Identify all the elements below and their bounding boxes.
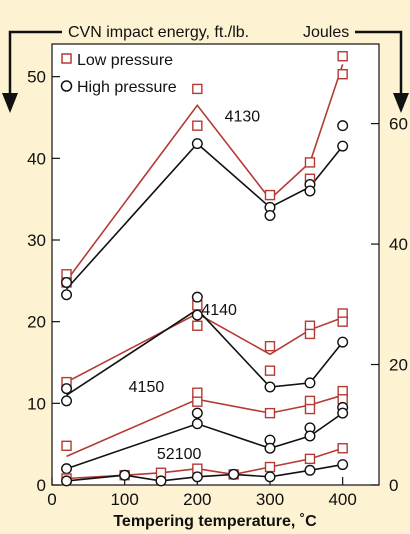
- low-pressure-point: [304, 328, 316, 340]
- low-pressure-point: [192, 396, 203, 407]
- high-pressure-point: [337, 336, 349, 348]
- steel-label-4150: 4150: [129, 379, 165, 396]
- high-pressure-point: [191, 418, 203, 430]
- y-right-tick-labels: 0 20 40 60: [389, 115, 408, 495]
- steel-label-4140: 4140: [201, 302, 237, 319]
- y-left-tick-label: 30: [27, 231, 46, 250]
- left-axis-label: CVN impact energy, ft./lb.: [68, 24, 249, 41]
- series-line-52100-low: [66, 447, 343, 480]
- y-left-tick-label: 0: [37, 476, 46, 495]
- y-left-tick-label: 50: [27, 68, 46, 87]
- high-pressure-point: [61, 475, 73, 487]
- high-pressure-point: [337, 140, 349, 152]
- high-pressure-point: [191, 291, 203, 303]
- y-right-tick-label: 40: [389, 235, 408, 254]
- right-axis-label: Joules: [303, 24, 349, 41]
- left-axis-arrow-line: [8, 30, 62, 95]
- left-axis-title-bg: [64, 20, 290, 42]
- series-line-4140-low: [66, 312, 343, 383]
- steel-group-4150: [61, 385, 349, 475]
- high-pressure-point: [337, 459, 349, 471]
- steel-group-4130: [61, 51, 349, 301]
- y-right-tick-label: 60: [389, 115, 408, 134]
- data-series: [61, 51, 349, 487]
- axis-ticks: [51, 76, 379, 486]
- high-pressure-point: [61, 463, 73, 475]
- x-tick-label: 400: [328, 490, 356, 509]
- high-pressure-point: [191, 138, 203, 150]
- series-line-52100-high: [66, 463, 343, 482]
- x-tick-label: 300: [256, 490, 284, 509]
- high-pressure-point: [191, 309, 203, 321]
- legend-low-label: Low pressure: [77, 52, 173, 69]
- high-pressure-point: [61, 383, 73, 395]
- high-pressure-point: [337, 120, 349, 132]
- x-tick-label: 200: [183, 490, 211, 509]
- legend-high-label: High pressure: [77, 79, 177, 96]
- high-pressure-point: [61, 395, 73, 407]
- steel-group-4140: [61, 291, 349, 407]
- low-pressure-point: [192, 83, 203, 95]
- low-pressure-point: [264, 340, 276, 352]
- high-pressure-point: [119, 469, 131, 481]
- y-left-tick-label: 20: [27, 313, 46, 332]
- y-right-tick-label: 20: [389, 356, 408, 375]
- low-pressure-point: [264, 189, 276, 201]
- high-pressure-point: [191, 471, 203, 483]
- high-pressure-point: [191, 407, 203, 419]
- right-axis-title: Joules: [300, 20, 409, 113]
- y-left-tick-labels: 0 10 20 30 40 50: [27, 68, 46, 495]
- high-pressure-point: [61, 276, 73, 288]
- low-pressure-point: [337, 316, 348, 327]
- right-axis-arrow-head: [393, 93, 409, 113]
- low-pressure-point: [337, 443, 348, 454]
- high-pressure-point: [264, 209, 276, 221]
- high-pressure-point: [337, 407, 349, 419]
- low-pressure-point: [264, 407, 276, 419]
- y-right-tick-label: 0: [389, 476, 398, 495]
- plot-area: [51, 43, 380, 486]
- steel-label-52100: 52100: [157, 446, 202, 463]
- high-pressure-point: [264, 442, 276, 454]
- low-pressure-point: [304, 403, 316, 415]
- y-left-tick-label: 40: [27, 149, 46, 168]
- high-pressure-point: [61, 289, 73, 301]
- x-axis-label: Tempering temperature, ˚C: [113, 513, 317, 530]
- steel-labels: 4130 4140 4150 52100: [129, 109, 261, 463]
- x-tick-labels: 0 100 200 300 400: [47, 490, 357, 509]
- high-pressure-point: [304, 430, 316, 442]
- low-pressure-point: [61, 440, 72, 451]
- legend-high-marker: [60, 80, 73, 92]
- low-pressure-point: [264, 365, 276, 376]
- steel-label-4130: 4130: [225, 109, 261, 126]
- low-pressure-point: [304, 157, 316, 168]
- low-pressure-point: [192, 320, 203, 331]
- high-pressure-point: [304, 464, 316, 476]
- legend: Low pressure High pressure: [60, 52, 177, 96]
- low-pressure-point: [264, 461, 276, 473]
- y-left-tick-label: 10: [27, 394, 46, 413]
- high-pressure-point: [304, 185, 316, 197]
- legend-low-marker: [61, 53, 72, 64]
- steel-group-52100: [61, 443, 349, 487]
- high-pressure-point: [228, 468, 240, 480]
- high-pressure-point: [155, 475, 167, 487]
- low-pressure-point: [337, 69, 348, 80]
- high-pressure-point: [264, 471, 276, 483]
- left-axis-arrow-head: [2, 93, 18, 113]
- low-pressure-point: [337, 51, 348, 62]
- low-pressure-point: [192, 120, 203, 131]
- low-pressure-point: [304, 453, 316, 465]
- right-axis-arrow-line: [355, 30, 403, 95]
- left-axis-title: CVN impact energy, ft./lb.: [2, 20, 290, 113]
- x-tick-label: 0: [47, 490, 56, 509]
- x-tick-label: 100: [110, 490, 138, 509]
- right-axis-title-bg: [300, 20, 354, 42]
- high-pressure-point: [264, 381, 276, 393]
- low-pressure-point: [192, 387, 203, 398]
- high-pressure-point: [304, 377, 316, 389]
